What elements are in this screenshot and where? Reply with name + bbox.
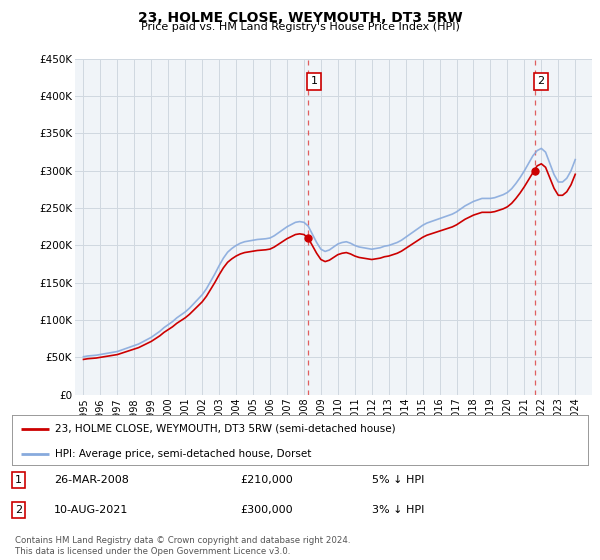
Text: 1: 1: [310, 76, 317, 86]
Text: £210,000: £210,000: [240, 475, 293, 485]
Text: 2: 2: [537, 76, 544, 86]
Text: 5% ↓ HPI: 5% ↓ HPI: [372, 475, 424, 485]
Text: 1: 1: [15, 475, 22, 485]
Text: 2: 2: [15, 505, 22, 515]
Text: 23, HOLME CLOSE, WEYMOUTH, DT3 5RW: 23, HOLME CLOSE, WEYMOUTH, DT3 5RW: [137, 11, 463, 25]
Text: 10-AUG-2021: 10-AUG-2021: [54, 505, 128, 515]
Text: 23, HOLME CLOSE, WEYMOUTH, DT3 5RW (semi-detached house): 23, HOLME CLOSE, WEYMOUTH, DT3 5RW (semi…: [55, 423, 396, 433]
Text: HPI: Average price, semi-detached house, Dorset: HPI: Average price, semi-detached house,…: [55, 449, 311, 459]
Text: £300,000: £300,000: [240, 505, 293, 515]
Text: Price paid vs. HM Land Registry's House Price Index (HPI): Price paid vs. HM Land Registry's House …: [140, 22, 460, 32]
Point: [530, 166, 539, 175]
Text: Contains HM Land Registry data © Crown copyright and database right 2024.
This d: Contains HM Land Registry data © Crown c…: [15, 536, 350, 556]
Point: [303, 234, 313, 242]
Text: 26-MAR-2008: 26-MAR-2008: [54, 475, 129, 485]
Text: 3% ↓ HPI: 3% ↓ HPI: [372, 505, 424, 515]
